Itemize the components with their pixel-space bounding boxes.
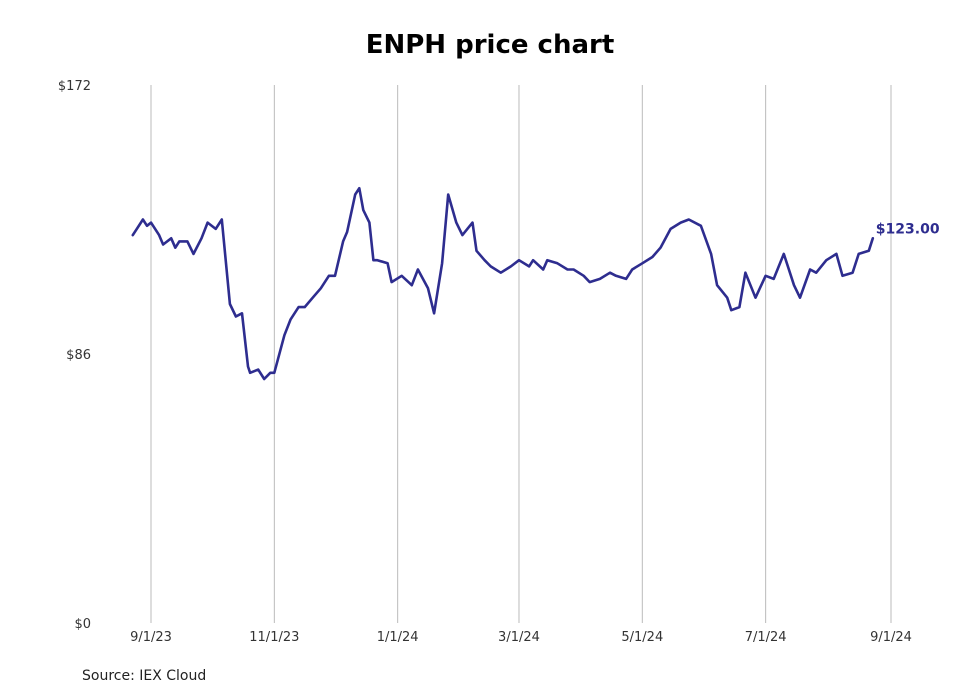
price-series-line [131,186,875,381]
x-tick-label: 11/1/23 [249,630,299,645]
x-tick-label: 9/1/23 [130,630,172,645]
x-axis-ticks: 9/1/23 11/1/23 1/1/24 3/1/24 5/1/24 7/1/24 9/1… [130,630,912,645]
x-tick-label: 1/1/24 [377,630,419,645]
grid-lines [150,85,892,623]
x-tick-label: 3/1/24 [498,630,540,645]
source-note: Source: IEX Cloud [82,668,207,684]
y-tick-label: $0 [74,617,91,632]
y-tick-label: $172 [58,79,91,94]
x-tick-label: 9/1/24 [870,630,912,645]
chart-title: ENPH price chart [365,30,615,60]
x-tick-label: 7/1/24 [745,630,787,645]
last-price-label: $123.00 [876,221,940,237]
y-axis-ticks: $0 $86 $172 [58,79,91,632]
y-tick-label: $86 [66,348,91,363]
x-tick-label: 5/1/24 [621,630,663,645]
